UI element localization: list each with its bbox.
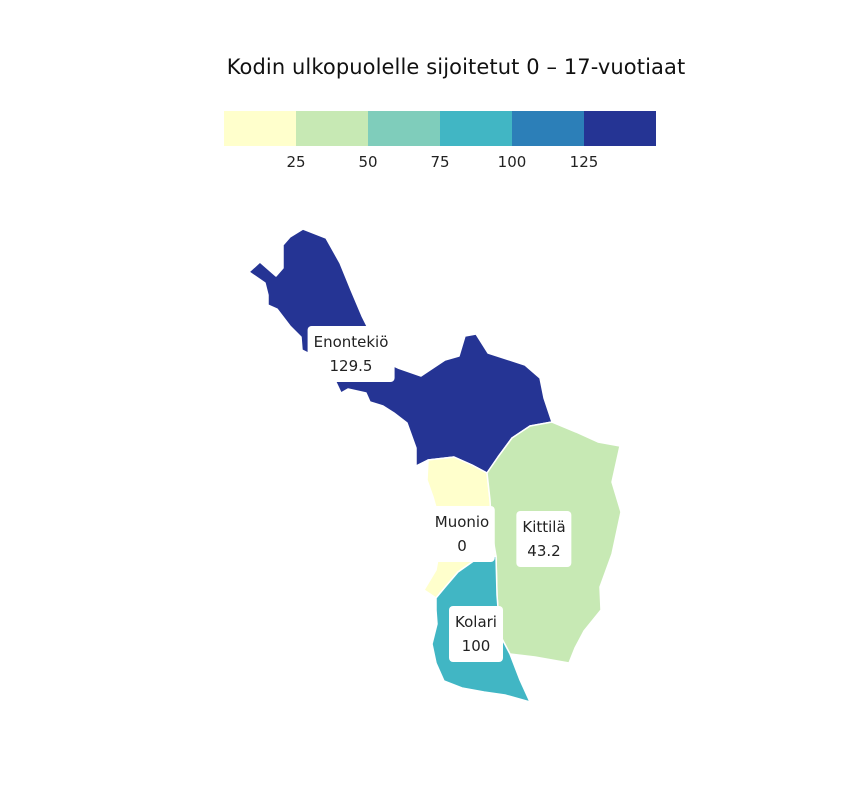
region-name: Enontekiö — [313, 333, 389, 351]
region-name: Kittilä — [522, 518, 566, 536]
legend-ticks: 25 50 75 100 125 — [224, 153, 656, 175]
region-enontekio[interactable] — [248, 228, 553, 474]
region-name: Kolari — [455, 613, 497, 631]
legend-swatch-3 — [368, 111, 440, 146]
region-value: 129.5 — [329, 357, 373, 375]
legend-swatch-4 — [440, 111, 512, 146]
region-value: 0 — [457, 537, 467, 555]
region-label-kolari: Kolari 100 — [449, 606, 503, 662]
region-name: Muonio — [434, 513, 490, 531]
legend-swatch-1 — [224, 111, 296, 146]
legend-tick-50: 50 — [358, 153, 378, 171]
region-label-enontekio: Enontekiö 129.5 — [307, 326, 395, 382]
legend-swatch-2 — [296, 111, 368, 146]
legend-swatch-6 — [584, 111, 656, 146]
legend-tick-75: 75 — [430, 153, 450, 171]
region-label-muonio: Muonio 0 — [428, 506, 496, 562]
region-value: 100 — [461, 637, 491, 655]
color-legend — [224, 111, 656, 146]
legend-swatch-5 — [512, 111, 584, 146]
region-label-kittila: Kittilä 43.2 — [516, 511, 572, 567]
legend-tick-100: 100 — [497, 153, 527, 171]
region-value: 43.2 — [527, 542, 561, 560]
map-title: Kodin ulkopuolelle sijoitetut 0 – 17-vuo… — [226, 55, 686, 79]
legend-tick-25: 25 — [286, 153, 306, 171]
legend-tick-125: 125 — [569, 153, 599, 171]
